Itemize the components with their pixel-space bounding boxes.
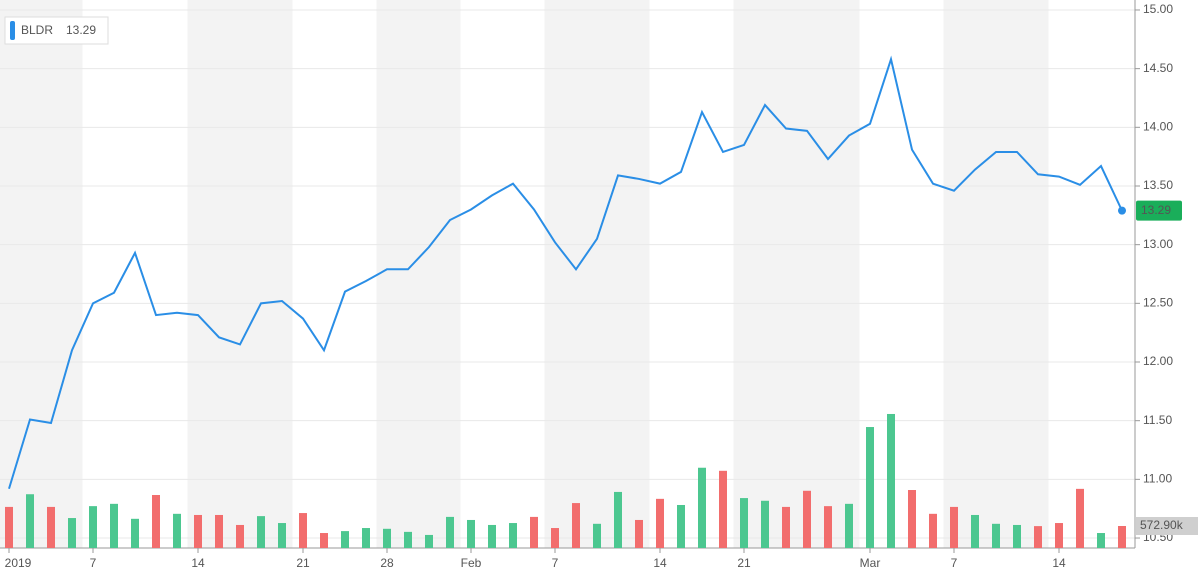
volume-bar [383,528,391,548]
y-tick-label: 11.00 [1143,472,1172,486]
volume-bar [677,504,685,548]
x-tick-label: Feb [461,556,482,570]
volume-bar [215,514,223,548]
volume-bar [761,500,769,548]
volume-bar [446,516,454,548]
volume-bar [887,413,895,548]
volume-bar [635,519,643,548]
volume-bar [950,506,958,548]
volume-bar [152,495,160,548]
volume-bar [509,523,517,548]
volume-bar [845,503,853,548]
volume-bar [971,514,979,548]
volume-bar [1118,525,1126,548]
volume-bar [47,506,55,548]
x-tick-label: 28 [380,556,394,570]
volume-label: 572.90k [1140,518,1184,532]
volume-bar [278,523,286,548]
x-tick-label: 7 [552,556,559,570]
volume-bar [593,523,601,548]
volume-bar [5,506,13,548]
x-tick-label: 14 [191,556,205,570]
legend-name: BLDR [21,23,53,37]
week-band [943,0,1049,548]
volume-bar [614,491,622,548]
y-tick-label: 11.50 [1143,413,1172,427]
legend-swatch [10,21,15,40]
legend-box [4,16,109,45]
price-line [8,55,1123,490]
volume-bar [362,528,370,548]
volume-bar [782,506,790,548]
volume-bar [992,523,1000,548]
week-band [187,0,293,548]
volume-bar [26,494,34,548]
y-tick-label: 15.00 [1143,2,1173,16]
volume-bar [341,531,349,548]
volume-bar [68,518,76,548]
y-tick-label: 14.00 [1143,119,1173,133]
week-band [544,0,650,548]
volume-bar [467,519,475,548]
last-point [1118,206,1126,215]
y-tick-label: 12.50 [1143,296,1173,310]
price-badge [1136,200,1182,221]
x-tick-label: 7 [90,556,97,570]
y-tick-label: 14.50 [1143,61,1173,75]
volume-bar [656,498,664,548]
volume-bar [89,506,97,548]
volume-bar [866,427,874,548]
x-tick-label: 14 [1052,556,1066,570]
volume-bar [803,490,811,548]
volume-bar [530,516,538,548]
volume-bar [551,528,559,548]
volume-bar [929,513,937,548]
volume-bar [740,498,748,548]
week-band [376,0,461,548]
volume-bar [488,524,496,548]
volume-bar [257,516,265,548]
volume-bar [173,513,181,548]
volume-bar [131,518,139,548]
x-tick-label: 21 [737,556,751,570]
legend-value: 13.29 [66,23,96,37]
volume-bar [320,533,328,548]
volume-bar [1013,524,1021,548]
week-band [0,0,83,548]
volume-bar [908,490,916,548]
price-label: 13.29 [1141,203,1171,217]
volume-badge [1136,516,1198,535]
volume-bar [1097,533,1105,548]
x-tick-label: Mar [860,556,881,570]
volume-bar [698,467,706,548]
volume-bar [1055,523,1063,548]
volume-bar [236,524,244,548]
x-tick-label: 7 [951,556,958,570]
volume-bar [719,470,727,548]
volume-bar [404,531,412,548]
volume-bar [1076,488,1084,548]
y-tick-label: 12.00 [1143,354,1173,368]
volume-bar [1034,526,1042,548]
volume-bar [824,506,832,548]
volume-bar [572,503,580,548]
volume-bar [194,514,202,548]
x-tick-label: 14 [653,556,667,570]
y-tick-label: 13.00 [1143,237,1173,251]
x-tick-label: 21 [296,556,310,570]
x-tick-label: 2019 [5,556,32,570]
y-tick-label: 13.50 [1143,178,1173,192]
volume-bar [110,503,118,548]
volume-bar [299,513,307,548]
week-band [733,0,860,548]
volume-bar [425,534,433,548]
